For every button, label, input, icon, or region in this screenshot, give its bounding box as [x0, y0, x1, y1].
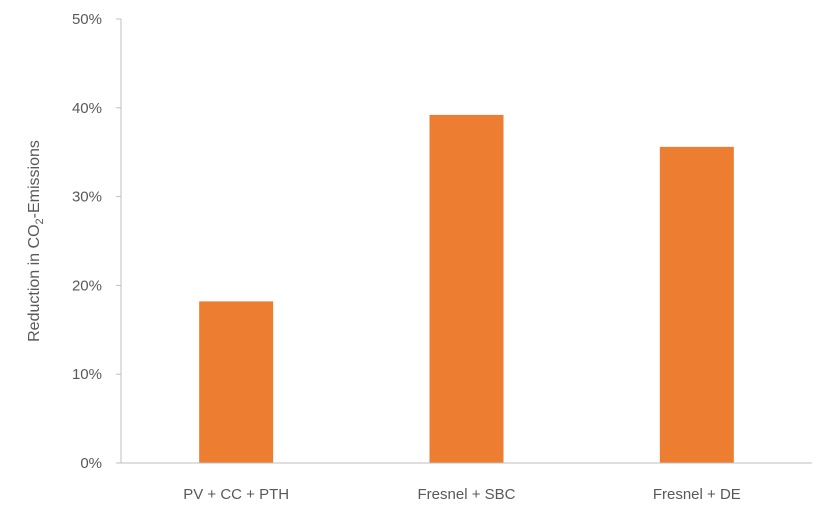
bar — [429, 114, 504, 464]
y-axis-title: Reduction in CO2-Emissions — [26, 140, 46, 342]
x-axis-labels: PV + CC + PTH Fresnel + SBC Fresnel + DE — [183, 486, 741, 503]
bars — [199, 114, 734, 464]
x-category-label: Fresnel + SBC — [418, 486, 516, 503]
y-axis-title-subscript: 2 — [34, 218, 46, 224]
y-tick-label: 30% — [72, 189, 102, 206]
bar — [659, 146, 734, 463]
y-tick-label: 0% — [80, 455, 102, 472]
y-tick-label: 50% — [72, 11, 102, 28]
y-axis-ticks: 0% 10% 20% 30% 40% 50% — [72, 11, 121, 472]
y-axis-title-rest: -Emissions — [26, 140, 43, 218]
y-tick-label: 20% — [72, 277, 102, 294]
bar — [199, 301, 274, 463]
y-axis-title-main: Reduction in CO — [26, 224, 43, 341]
x-category-label: Fresnel + DE — [653, 486, 741, 503]
y-tick-label: 10% — [72, 366, 102, 383]
y-tick-label: 40% — [72, 100, 102, 117]
x-category-label: PV + CC + PTH — [183, 486, 289, 503]
